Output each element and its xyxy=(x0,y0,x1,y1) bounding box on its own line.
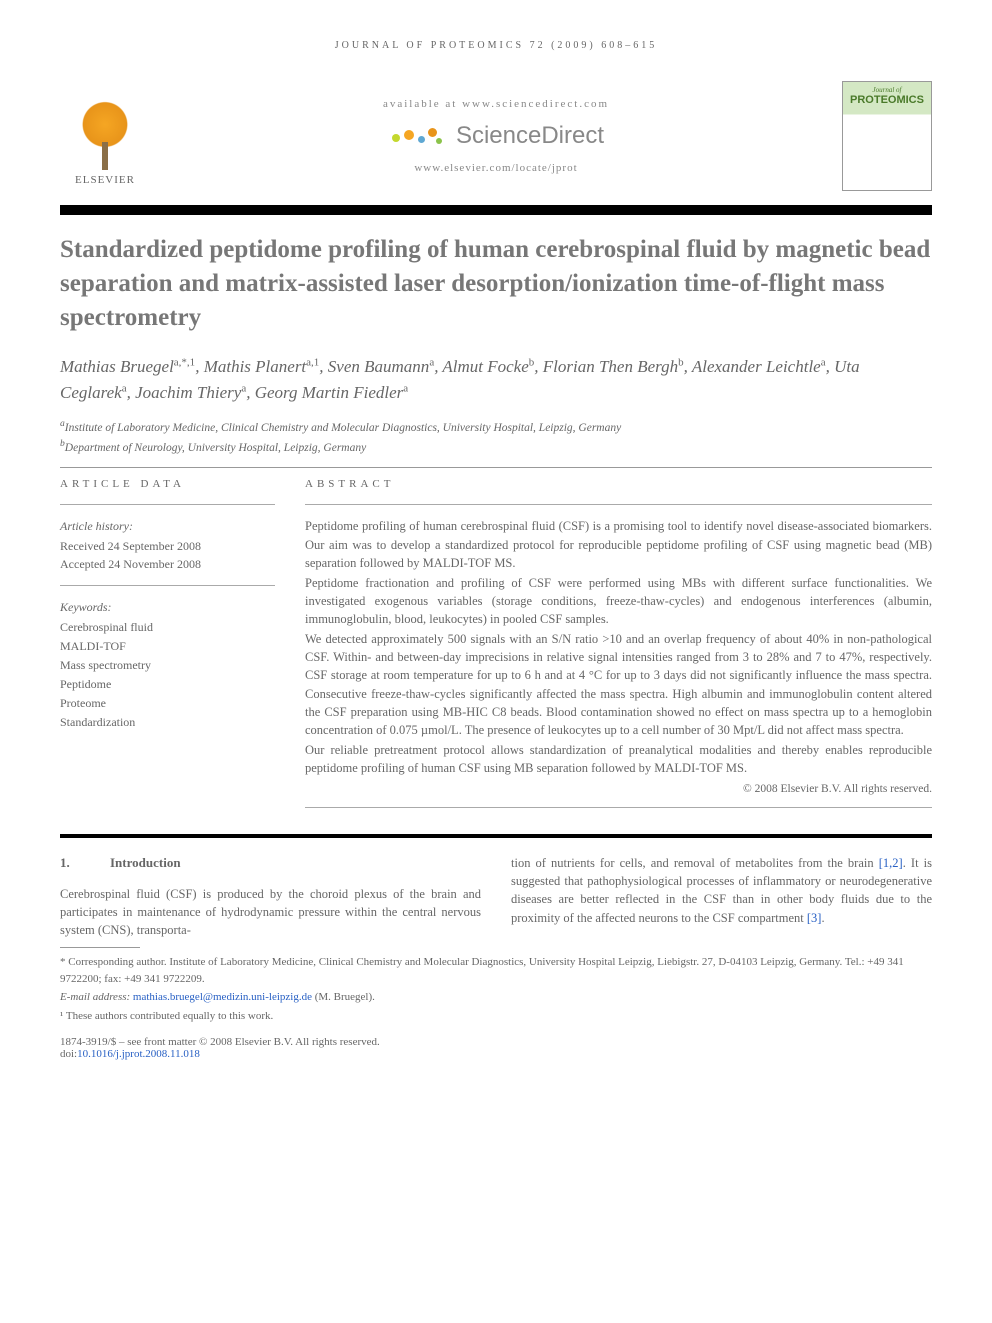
sciencedirect-logo: ScienceDirect xyxy=(388,122,604,150)
abstract-p2: Peptidome fractionation and profiling of… xyxy=(305,574,932,628)
intro-col2-text: tion of nutrients for cells, and removal… xyxy=(511,854,932,927)
body-col-left: 1.Introduction Cerebrospinal fluid (CSF)… xyxy=(60,854,481,939)
footnote-rule xyxy=(60,947,140,948)
keyword-item: Peptidome xyxy=(60,675,275,693)
divider-bar-top xyxy=(60,205,932,215)
keywords-list: Cerebrospinal fluidMALDI-TOFMass spectro… xyxy=(60,618,275,731)
affiliation-a: aInstitute of Laboratory Medicine, Clini… xyxy=(60,417,932,437)
cover-pretitle: Journal of xyxy=(847,86,927,94)
body-col-right: tion of nutrients for cells, and removal… xyxy=(511,854,932,939)
keyword-item: Mass spectrometry xyxy=(60,656,275,674)
ref-link[interactable]: [3] xyxy=(807,911,822,925)
doi-line: doi:10.1016/j.jprot.2008.11.018 xyxy=(60,1048,932,1060)
abstract-p4: Our reliable pretreatment protocol allow… xyxy=(305,741,932,777)
corresponding-author: * Corresponding author. Institute of Lab… xyxy=(60,954,932,987)
abstract-p1: Peptidome profiling of human cerebrospin… xyxy=(305,517,932,571)
doi-block: 1874-3919/$ – see front matter © 2008 El… xyxy=(60,1036,932,1060)
author-list: Mathias Bruegela,*,1, Mathis Planerta,1,… xyxy=(60,354,932,405)
divider-bar-mid xyxy=(60,834,932,838)
publisher-logo: ELSEVIER xyxy=(60,86,150,186)
section-number: 1. xyxy=(60,854,110,873)
keyword-item: Proteome xyxy=(60,694,275,712)
abstract-text: Peptidome profiling of human cerebrospin… xyxy=(305,517,932,777)
keywords-label: Keywords: xyxy=(60,598,275,616)
intro-col1-text: Cerebrospinal fluid (CSF) is produced by… xyxy=(60,885,481,939)
email-link[interactable]: mathias.bruegel@medizin.uni-leipzig.de xyxy=(133,991,312,1003)
accepted-date: Accepted 24 November 2008 xyxy=(60,555,275,573)
banner-center: available at www.sciencedirect.com Scien… xyxy=(150,98,842,174)
rule xyxy=(60,504,275,505)
rule xyxy=(305,504,932,505)
footnotes: * Corresponding author. Institute of Lab… xyxy=(60,947,932,1024)
rule xyxy=(305,807,932,808)
elsevier-tree-icon xyxy=(75,100,135,170)
history-label: Article history: xyxy=(60,517,275,535)
affiliation-b: bDepartment of Neurology, University Hos… xyxy=(60,437,932,457)
cover-title: PROTEOMICS xyxy=(847,94,927,106)
sciencedirect-text: ScienceDirect xyxy=(456,122,604,150)
locate-url: www.elsevier.com/locate/jprot xyxy=(170,162,822,174)
keyword-item: MALDI-TOF xyxy=(60,637,275,655)
abstract-label: ABSTRACT xyxy=(305,478,932,490)
abstract-column: ABSTRACT Peptidome profiling of human ce… xyxy=(305,478,932,820)
article-data-label: ARTICLE DATA xyxy=(60,478,275,490)
affiliations: aInstitute of Laboratory Medicine, Clini… xyxy=(60,417,932,457)
journal-banner: ELSEVIER available at www.sciencedirect.… xyxy=(60,71,932,201)
rule xyxy=(60,467,932,468)
keyword-item: Cerebrospinal fluid xyxy=(60,618,275,636)
keyword-item: Standardization xyxy=(60,713,275,731)
available-at-text: available at www.sciencedirect.com xyxy=(170,98,822,110)
abstract-copyright: © 2008 Elsevier B.V. All rights reserved… xyxy=(305,783,932,795)
sciencedirect-dots-icon xyxy=(388,124,448,148)
article-data-column: ARTICLE DATA Article history: Received 2… xyxy=(60,478,275,820)
equal-contribution: ¹ These authors contributed equally to t… xyxy=(60,1008,932,1025)
article-title: Standardized peptidome profiling of huma… xyxy=(60,233,932,334)
body-columns: 1.Introduction Cerebrospinal fluid (CSF)… xyxy=(60,854,932,939)
rule xyxy=(60,585,275,586)
section-title: Introduction xyxy=(110,855,181,870)
front-matter: 1874-3919/$ – see front matter © 2008 El… xyxy=(60,1036,932,1048)
keywords-block: Keywords: Cerebrospinal fluidMALDI-TOFMa… xyxy=(60,598,275,731)
email-line: E-mail address: mathias.bruegel@medizin.… xyxy=(60,989,932,1006)
publisher-label: ELSEVIER xyxy=(75,174,135,186)
abstract-p3: We detected approximately 500 signals wi… xyxy=(305,630,932,739)
article-history: Article history: Received 24 September 2… xyxy=(60,517,275,573)
section-heading-intro: 1.Introduction xyxy=(60,854,481,873)
ref-link[interactable]: [1,2] xyxy=(879,856,903,870)
metadata-abstract-row: ARTICLE DATA Article history: Received 2… xyxy=(60,478,932,820)
running-head: JOURNAL OF PROTEOMICS 72 (2009) 608–615 xyxy=(60,40,932,51)
received-date: Received 24 September 2008 xyxy=(60,537,275,555)
journal-cover-thumbnail: Journal of PROTEOMICS xyxy=(842,81,932,191)
doi-link[interactable]: 10.1016/j.jprot.2008.11.018 xyxy=(77,1048,200,1060)
